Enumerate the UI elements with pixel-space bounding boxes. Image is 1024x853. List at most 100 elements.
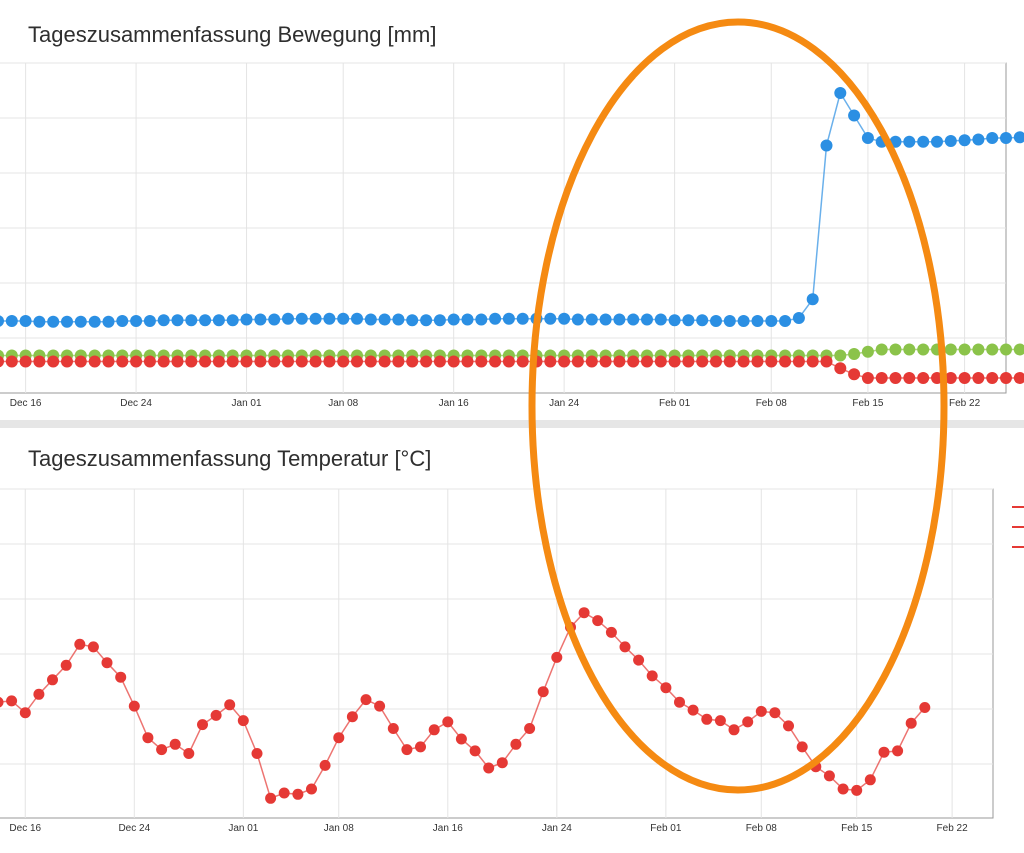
data-point (848, 348, 861, 360)
data-point (337, 312, 350, 325)
data-point (958, 134, 971, 147)
data-point (33, 315, 46, 328)
data-point (88, 355, 101, 368)
data-point (74, 355, 87, 368)
data-point (613, 313, 626, 326)
data-point (765, 315, 778, 327)
data-point (319, 759, 331, 771)
data-point (820, 355, 833, 368)
data-point (346, 711, 358, 723)
data-point (130, 315, 143, 327)
data-point (447, 313, 460, 326)
data-point (387, 723, 399, 734)
data-point (74, 315, 87, 328)
data-point (769, 707, 781, 719)
data-point (116, 355, 129, 368)
data-point (613, 355, 626, 368)
data-point (599, 313, 612, 326)
data-point (309, 312, 322, 325)
data-point (323, 312, 336, 325)
data-point (944, 135, 957, 147)
data-point (378, 355, 391, 368)
data-point (737, 355, 750, 368)
data-point (210, 709, 222, 721)
data-point (171, 314, 184, 327)
data-point (972, 372, 985, 384)
x-tick-label: Feb 01 (659, 398, 691, 409)
data-point (19, 707, 31, 719)
data-point (323, 355, 336, 368)
data-point (524, 723, 536, 734)
data-point (751, 315, 764, 327)
data-point (19, 315, 32, 327)
data-point (157, 355, 170, 368)
data-point (516, 355, 529, 368)
data-point (806, 355, 819, 368)
data-point (496, 757, 508, 769)
movement-chart-title: Tageszusammenfassung Bewegung [mm] (28, 22, 437, 47)
x-tick-label: Dec 24 (120, 398, 152, 409)
data-point (864, 774, 876, 786)
data-point (0, 697, 4, 708)
data-point (420, 314, 433, 327)
data-point (834, 362, 847, 375)
data-point (502, 355, 515, 368)
data-point (392, 355, 405, 368)
data-point (502, 312, 515, 325)
data-point (33, 355, 46, 368)
data-point (875, 372, 888, 384)
x-tick-label: Feb 08 (746, 823, 778, 834)
data-point (351, 355, 363, 368)
data-point (47, 315, 60, 328)
data-point (265, 792, 277, 804)
data-point (415, 741, 426, 753)
data-point (47, 355, 60, 368)
data-point (742, 716, 754, 728)
data-point (792, 312, 805, 324)
x-tick-label: Feb 01 (650, 823, 682, 834)
data-point (919, 702, 931, 713)
data-point (834, 349, 847, 362)
data-point (958, 372, 971, 384)
data-point (687, 704, 699, 716)
data-point (605, 626, 617, 638)
data-point (516, 312, 529, 325)
data-point (558, 312, 571, 325)
data-point (224, 699, 236, 711)
data-point (101, 657, 113, 669)
data-point (792, 355, 805, 368)
data-point (737, 315, 750, 327)
data-point (378, 313, 391, 326)
data-point (309, 355, 322, 368)
data-point (306, 783, 317, 795)
data-point (240, 313, 253, 326)
data-point (571, 355, 584, 368)
data-point (1000, 343, 1012, 356)
temperature-chart-title: Tageszusammenfassung Temperatur [°C] (28, 446, 432, 471)
x-tick-label: Feb 08 (756, 398, 788, 409)
data-point (889, 343, 902, 356)
data-point (143, 355, 156, 368)
data-point (986, 372, 999, 384)
data-point (654, 313, 667, 326)
data-point (917, 135, 930, 148)
data-point (88, 315, 101, 328)
data-point (903, 372, 916, 384)
x-tick-label: Dec 24 (118, 823, 150, 834)
data-point (406, 355, 419, 368)
data-point (668, 355, 681, 368)
data-point (551, 651, 563, 663)
data-point (682, 314, 695, 327)
data-point (892, 745, 904, 757)
data-point (442, 716, 454, 728)
data-point (861, 372, 874, 384)
data-point (646, 670, 658, 682)
data-point (226, 314, 239, 327)
data-point (47, 674, 58, 686)
data-point (834, 87, 847, 99)
data-point (102, 355, 115, 368)
data-point (544, 355, 557, 368)
data-point (268, 313, 281, 326)
data-point (627, 355, 640, 368)
